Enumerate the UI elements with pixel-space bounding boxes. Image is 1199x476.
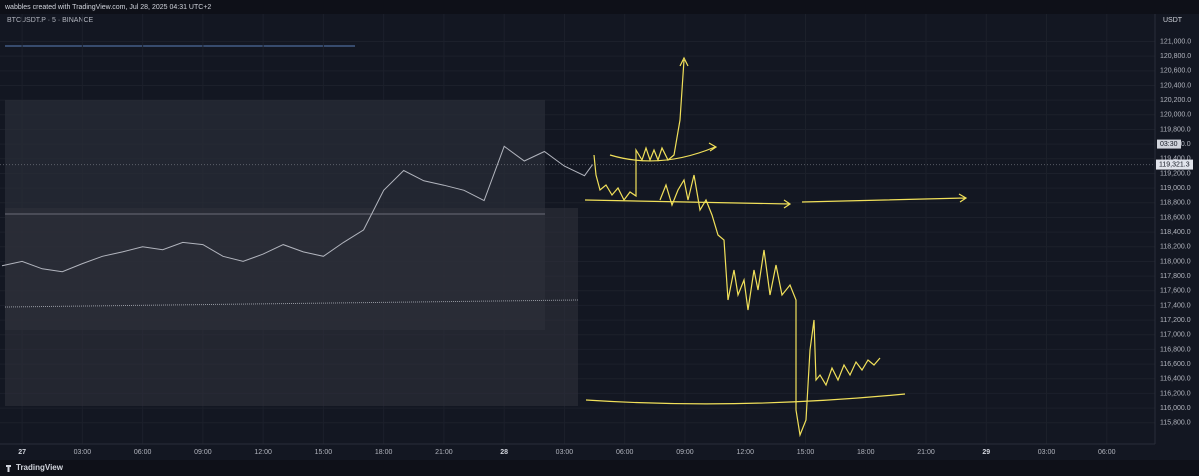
price-axis [1155,14,1199,444]
x-tick-label: 15:00 [797,449,815,456]
x-tick-label: 12:00 [736,449,754,456]
y-tick-label: 116,600.0 [1160,361,1191,368]
y-tick-label: 118,400.0 [1160,229,1191,236]
y-tick-label: 116,200.0 [1160,390,1191,397]
y-tick-label: 118,600.0 [1160,214,1191,221]
x-tick-label: 09:00 [194,449,212,456]
y-tick-label: 118,200.0 [1160,244,1191,251]
x-tick-label: 28 [500,449,508,456]
x-tick-label: 18:00 [375,449,393,456]
y-tick-label: 116,000.0 [1160,405,1191,412]
x-tick-label: 03:00 [74,449,92,456]
range-box [5,208,578,406]
countdown-box [1157,139,1181,149]
x-tick-label: 03:00 [1038,449,1056,456]
x-tick-label: 27 [18,449,26,456]
vwap-line [4,299,579,308]
footer-bar [0,460,1199,476]
y-tick-label: 120,800.0 [1160,53,1191,60]
x-tick-label: 06:00 [1098,449,1116,456]
price-line [1,145,594,273]
x-tick-label: 18:00 [857,449,875,456]
y-tick-label: 119,200.0 [1160,170,1191,177]
x-tick-label: 21:00 [917,449,935,456]
last-price-label: 119,321.3 [1159,161,1190,168]
y-tick-label: 120,400.0 [1160,82,1191,89]
brand: TradingView [16,463,64,472]
x-tick-label: 15:00 [315,449,333,456]
y-tick-label: 120,000.0 [1160,112,1191,119]
last-price-box [1156,159,1193,170]
y-tick-label: 116,400.0 [1160,376,1191,383]
y-tick-label: 121,000.0 [1160,38,1191,45]
x-tick-label: 06:00 [134,449,152,456]
y-tick-label: 117,000.0 [1160,332,1191,339]
y-tick-label: 118,000.0 [1160,258,1191,265]
x-tick-label: 21:00 [435,449,453,456]
credit: wabbles created with TradingView.com, Ju… [4,4,211,11]
y-tick-label: 119,000.0 [1160,185,1191,192]
header-bar [0,0,1199,14]
countdown: 03:30 [1160,141,1178,148]
currency: USDT [1163,17,1183,24]
y-tick-label: 117,200.0 [1160,317,1191,324]
x-tick-label: 29 [982,449,990,456]
drawings [584,56,968,438]
y-tick-label: 117,400.0 [1160,302,1191,309]
x-tick-label: 03:00 [556,449,574,456]
y-tick-label: 116,800.0 [1160,346,1191,353]
y-tick-label: 115,800.0 [1160,420,1191,427]
y-tick-label: 118,800.0 [1160,200,1191,207]
y-tick-label: 119,400.0 [1160,156,1191,163]
y-tick-label: 119,800.0 [1160,126,1191,133]
x-tick-label: 09:00 [676,449,694,456]
y-tick-label: 120,200.0 [1160,97,1191,104]
y-tick-label: 120,600.0 [1160,68,1191,75]
x-tick-label: 06:00 [616,449,634,456]
y-tick-label: 117,600.0 [1160,288,1191,295]
symbol: BTCUSDT.P · 5 · BINANCE [7,17,94,24]
logo [6,465,11,472]
x-tick-label: 12:00 [254,449,272,456]
y-tick-label: 117,800.0 [1160,273,1191,280]
